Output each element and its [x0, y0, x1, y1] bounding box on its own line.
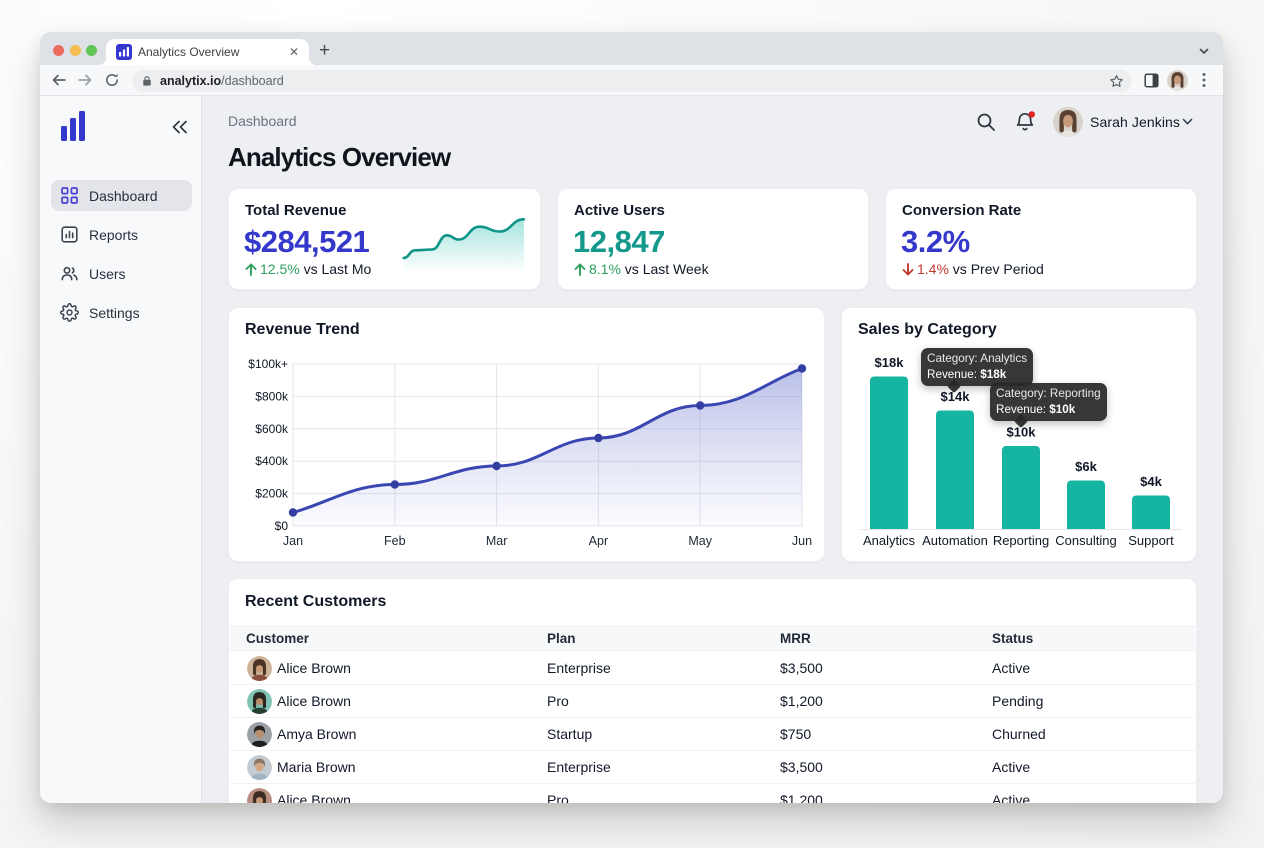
svg-text:May: May [688, 534, 712, 548]
svg-text:$0: $0 [275, 519, 289, 533]
svg-text:$10k: $10k [1007, 425, 1037, 440]
svg-text:$100k+: $100k+ [248, 357, 288, 371]
svg-text:$400k: $400k [255, 454, 289, 468]
svg-text:Feb: Feb [384, 534, 406, 548]
svg-text:Apr: Apr [589, 534, 608, 548]
svg-text:$4k: $4k [1140, 474, 1162, 489]
svg-text:Automation: Automation [922, 533, 988, 548]
svg-text:Mar: Mar [486, 534, 508, 548]
svg-text:Analytics: Analytics [863, 533, 916, 548]
svg-text:Support: Support [1128, 533, 1174, 548]
svg-text:$200k: $200k [255, 487, 289, 501]
svg-text:$6k: $6k [1075, 459, 1097, 474]
svg-text:$14k: $14k [941, 389, 971, 404]
svg-text:Jan: Jan [283, 534, 303, 548]
svg-text:Jun: Jun [792, 534, 812, 548]
svg-text:Reporting: Reporting [993, 533, 1049, 548]
svg-text:$18k: $18k [875, 355, 905, 370]
svg-text:$600k: $600k [255, 422, 289, 436]
svg-text:Consulting: Consulting [1055, 533, 1116, 548]
svg-text:$800k: $800k [255, 389, 289, 403]
